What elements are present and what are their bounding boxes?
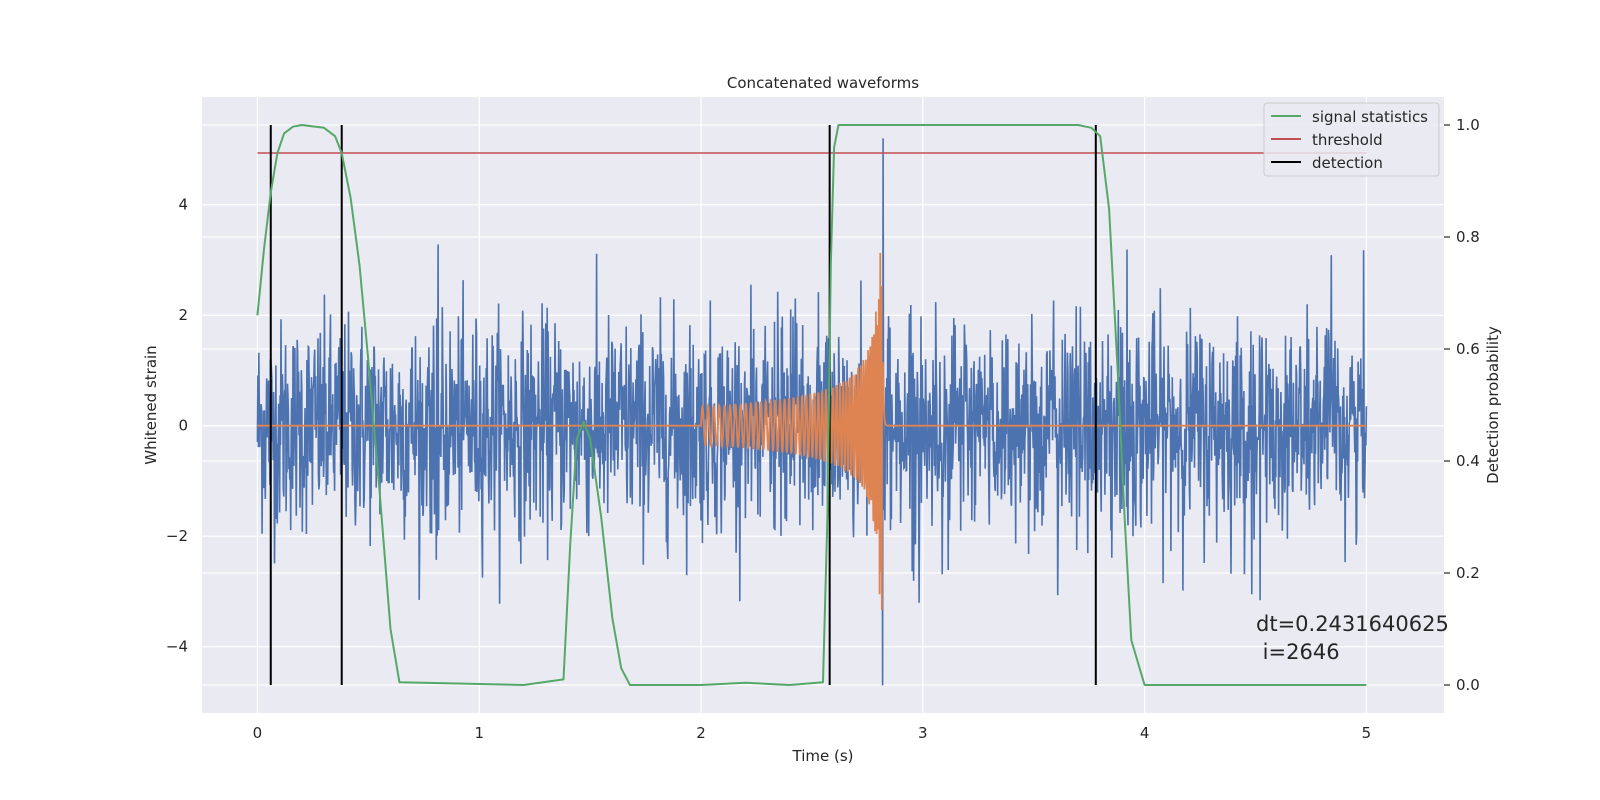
legend-label-detection: detection xyxy=(1312,154,1383,172)
x-axis-ticks: 0 1 2 3 4 5 xyxy=(253,724,1371,742)
x-tick-label: 5 xyxy=(1362,724,1372,742)
chart-title: Concatenated waveforms xyxy=(727,74,919,92)
y2-axis-label: Detection probability xyxy=(1484,326,1502,484)
x-tick-label: 1 xyxy=(474,724,484,742)
x-tick-label: 4 xyxy=(1140,724,1150,742)
y2-tick-label: 0.6 xyxy=(1456,340,1480,358)
annotation-i: i=2646 xyxy=(1256,640,1340,664)
y-axis-label: Whitened strain xyxy=(142,345,160,464)
y2-axis-ticks: 0.0 0.2 0.4 0.6 0.8 1.0 xyxy=(1444,116,1480,694)
y2-tick-label: 0.8 xyxy=(1456,228,1480,246)
y-tick-label: 2 xyxy=(178,306,188,324)
y-tick-label: 0 xyxy=(178,417,188,435)
x-tick-label: 0 xyxy=(253,724,263,742)
x-axis-label: Time (s) xyxy=(792,747,854,765)
legend-label-signal-statistics: signal statistics xyxy=(1312,108,1428,126)
y-tick-label: −2 xyxy=(166,527,188,545)
annotation-dt: dt=0.2431640625 xyxy=(1256,612,1449,636)
legend-box xyxy=(1263,102,1440,177)
legend-label-threshold: threshold xyxy=(1312,131,1383,149)
y2-tick-label: 0.0 xyxy=(1456,676,1480,694)
legend: signal statistics threshold detection xyxy=(1263,102,1440,177)
y-tick-label: 4 xyxy=(178,196,188,214)
template-series xyxy=(257,252,1367,611)
x-tick-label: 2 xyxy=(696,724,706,742)
template-line xyxy=(257,252,1367,611)
x-tick-label: 3 xyxy=(918,724,928,742)
y-tick-label: −4 xyxy=(166,638,188,656)
y2-tick-label: 0.2 xyxy=(1456,564,1480,582)
signal-statistics-series xyxy=(256,124,1367,686)
y-axis-ticks: −4 −2 0 2 4 xyxy=(166,196,188,656)
y2-tick-label: 0.4 xyxy=(1456,452,1480,470)
signal-statistics-line xyxy=(256,124,1367,686)
detection-series xyxy=(269,125,1097,685)
y2-tick-label: 1.0 xyxy=(1456,116,1480,134)
